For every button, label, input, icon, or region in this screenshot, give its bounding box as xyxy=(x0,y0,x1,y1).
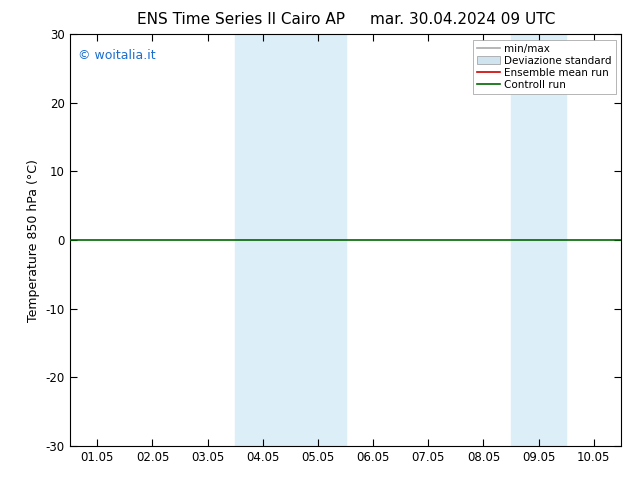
Bar xyxy=(235,34,290,446)
Text: ENS Time Series Il Cairo AP: ENS Time Series Il Cairo AP xyxy=(137,12,345,27)
Text: © woitalia.it: © woitalia.it xyxy=(78,49,155,62)
Bar xyxy=(290,34,346,446)
Text: mar. 30.04.2024 09 UTC: mar. 30.04.2024 09 UTC xyxy=(370,12,555,27)
Y-axis label: Temperature 850 hPa (°C): Temperature 850 hPa (°C) xyxy=(27,159,40,321)
Bar xyxy=(511,34,566,446)
Legend: min/max, Deviazione standard, Ensemble mean run, Controll run: min/max, Deviazione standard, Ensemble m… xyxy=(473,40,616,94)
